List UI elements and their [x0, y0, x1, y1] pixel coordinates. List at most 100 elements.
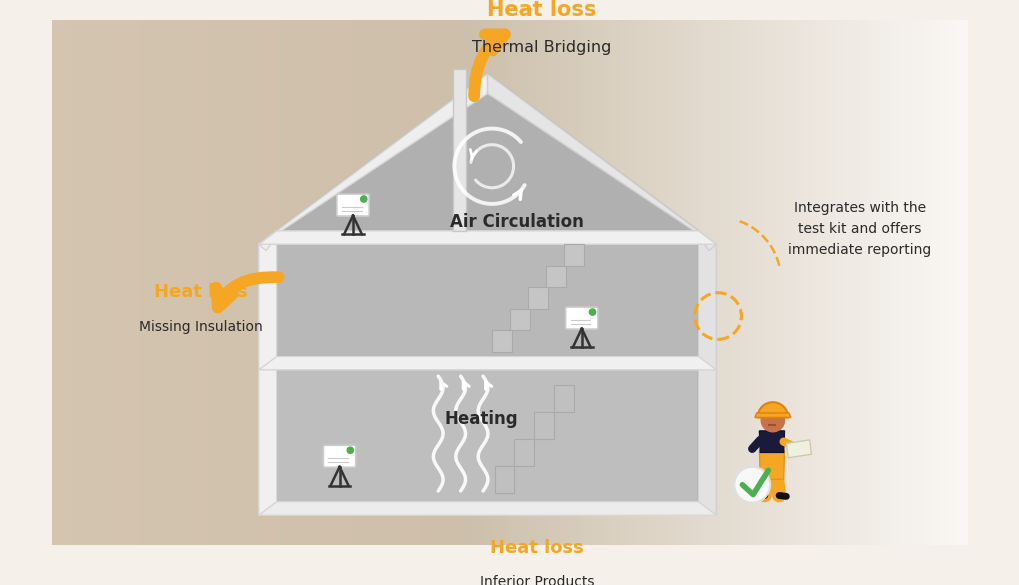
Bar — [377, 20, 382, 545]
Bar — [729, 20, 735, 545]
Bar — [747, 20, 753, 545]
Bar — [610, 20, 615, 545]
Bar — [171, 20, 176, 545]
Bar — [230, 20, 236, 545]
Polygon shape — [759, 450, 784, 479]
Bar — [958, 20, 963, 545]
Bar — [784, 20, 790, 545]
Bar — [254, 20, 259, 545]
Bar — [761, 20, 766, 545]
FancyBboxPatch shape — [566, 307, 597, 329]
Circle shape — [734, 467, 769, 503]
Bar — [555, 20, 560, 545]
Polygon shape — [494, 466, 514, 493]
Bar — [185, 20, 191, 545]
Bar — [340, 20, 345, 545]
Bar — [112, 20, 117, 545]
Bar — [912, 20, 917, 545]
Bar — [734, 20, 739, 545]
Bar — [125, 20, 131, 545]
Bar — [651, 20, 656, 545]
Bar — [61, 20, 67, 545]
Wedge shape — [757, 402, 788, 418]
Bar — [496, 20, 501, 545]
Bar — [140, 20, 145, 545]
Bar — [683, 20, 689, 545]
Bar — [514, 20, 520, 545]
Bar — [473, 20, 478, 545]
Bar — [738, 20, 744, 545]
Bar — [816, 20, 821, 545]
Bar — [258, 20, 264, 545]
Bar — [532, 20, 538, 545]
Bar — [665, 20, 671, 545]
Bar — [235, 20, 240, 545]
Bar — [656, 20, 661, 545]
Bar — [176, 20, 181, 545]
Bar — [624, 20, 630, 545]
Bar — [304, 20, 310, 545]
Polygon shape — [754, 413, 790, 418]
Bar — [318, 20, 323, 545]
Bar — [894, 20, 899, 545]
Bar — [843, 20, 849, 545]
Bar — [399, 20, 406, 545]
Text: Heat loss: Heat loss — [154, 283, 248, 301]
Bar — [620, 20, 625, 545]
Bar — [541, 20, 547, 545]
Bar — [546, 20, 551, 545]
Bar — [519, 20, 524, 545]
Bar — [368, 20, 373, 545]
Bar — [381, 20, 387, 545]
Bar — [386, 20, 391, 545]
Bar — [934, 20, 941, 545]
Bar — [550, 20, 556, 545]
Bar — [52, 20, 58, 545]
Bar — [688, 20, 693, 545]
Bar — [569, 20, 575, 545]
Bar — [327, 20, 332, 545]
Bar — [870, 20, 876, 545]
Bar — [445, 20, 451, 545]
Bar — [510, 20, 515, 545]
Bar — [528, 20, 533, 545]
Bar — [350, 20, 355, 545]
Polygon shape — [514, 439, 534, 466]
Bar — [423, 20, 428, 545]
Bar — [414, 20, 419, 545]
Bar — [770, 20, 775, 545]
Bar — [432, 20, 437, 545]
Bar — [322, 20, 327, 545]
Bar — [194, 20, 200, 545]
Polygon shape — [487, 74, 715, 250]
Bar — [793, 20, 798, 545]
Bar — [427, 20, 433, 545]
Bar — [149, 20, 154, 545]
Bar — [898, 20, 904, 545]
Bar — [743, 20, 748, 545]
Bar — [221, 20, 227, 545]
Bar — [605, 20, 611, 545]
Bar — [180, 20, 185, 545]
Polygon shape — [564, 245, 583, 266]
Bar — [802, 20, 807, 545]
Bar — [75, 20, 81, 545]
Bar — [669, 20, 675, 545]
Bar — [903, 20, 908, 545]
Bar — [889, 20, 895, 545]
Bar — [217, 20, 222, 545]
Bar — [94, 20, 99, 545]
Bar — [633, 20, 638, 545]
Bar — [372, 20, 378, 545]
Bar — [614, 20, 621, 545]
Bar — [464, 20, 470, 545]
Bar — [107, 20, 113, 545]
Bar — [309, 20, 314, 545]
Polygon shape — [786, 440, 811, 458]
Bar — [285, 20, 291, 545]
Bar — [811, 20, 816, 545]
Bar — [478, 20, 483, 545]
Bar — [848, 20, 853, 545]
Bar — [409, 20, 415, 545]
Bar — [774, 20, 781, 545]
